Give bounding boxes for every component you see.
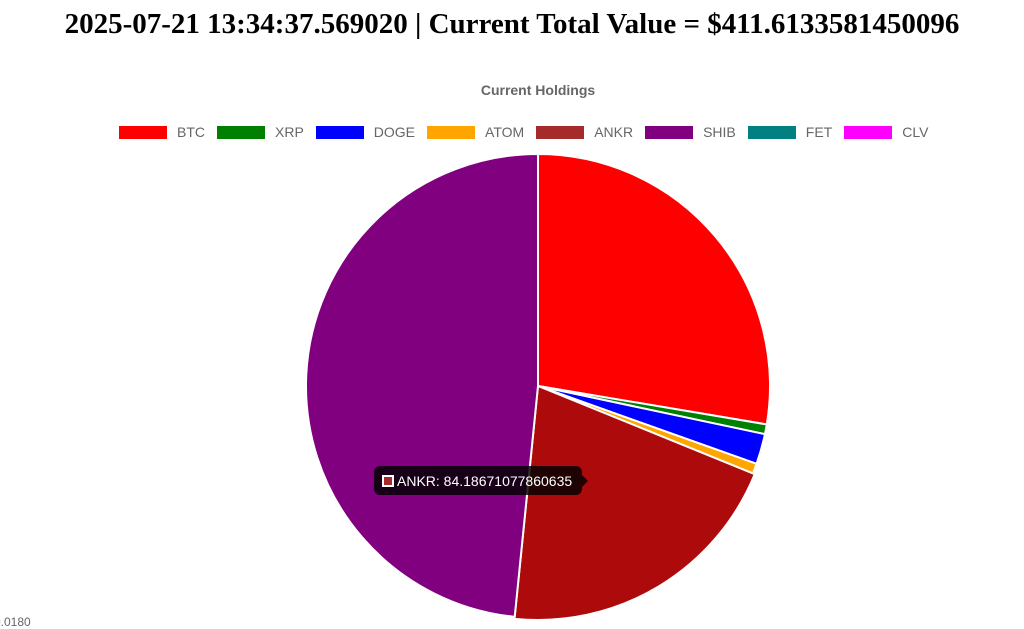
legend-item-shib[interactable]: SHIB [645, 124, 736, 140]
legend-item-xrp[interactable]: XRP [217, 124, 304, 140]
legend-swatch [747, 125, 796, 139]
legend-item-atom[interactable]: ATOM [427, 124, 524, 140]
legend-item-ankr[interactable]: ANKR [536, 124, 633, 140]
legend-label: ATOM [485, 124, 525, 140]
pie-slice-shib[interactable] [305, 153, 539, 618]
legend-label: BTC [177, 124, 205, 140]
tooltip-text: ANKR: 84.18671077860635 [397, 472, 573, 489]
legend-label: FET [805, 124, 833, 140]
chart-tooltip: ANKR: 84.18671077860635 [374, 466, 589, 495]
legend-swatch [645, 125, 694, 139]
legend-label: DOGE [373, 124, 416, 140]
legend-item-clv[interactable]: CLV [844, 124, 928, 140]
legend-item-btc[interactable]: BTC [119, 124, 205, 140]
footer-partial-text: 0.0180 [0, 615, 31, 629]
legend-swatch [844, 125, 893, 139]
chart-legend: BTC XRP DOGE ATOM ANKR SHIB FET CLV [119, 123, 940, 141]
pie-slice-btc[interactable] [537, 153, 771, 426]
chart-title: Current Holdings [480, 82, 596, 98]
pie-slice-ankr[interactable] [513, 385, 756, 621]
legend-item-doge[interactable]: DOGE [315, 124, 416, 140]
legend-swatch [217, 125, 265, 139]
legend-swatch [119, 125, 167, 139]
page-title: 2025-07-21 13:34:37.569020 | Current Tot… [64, 8, 960, 40]
legend-swatch [427, 125, 476, 139]
legend-label: CLV [902, 124, 929, 140]
legend-label: ANKR [594, 124, 634, 140]
tooltip-color-swatch [382, 474, 394, 487]
legend-swatch [536, 125, 585, 139]
legend-item-fet[interactable]: FET [747, 124, 833, 140]
legend-label: XRP [275, 124, 304, 140]
legend-label: SHIB [703, 124, 736, 140]
legend-swatch [315, 125, 364, 139]
